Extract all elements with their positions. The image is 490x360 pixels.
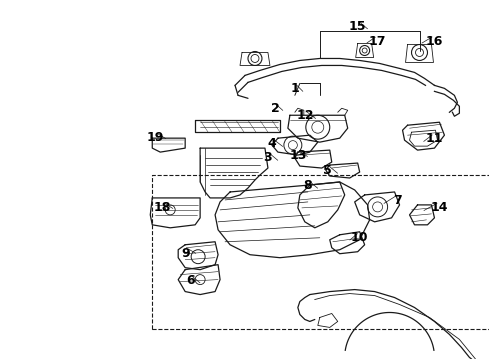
Text: 3: 3 — [264, 151, 272, 164]
Text: 14: 14 — [431, 201, 448, 214]
Text: 16: 16 — [426, 35, 443, 48]
Text: 2: 2 — [270, 102, 279, 115]
Text: 12: 12 — [296, 109, 314, 122]
Text: 4: 4 — [268, 137, 276, 150]
Bar — [152, 175, 490, 329]
Text: 11: 11 — [426, 132, 443, 145]
Text: 1: 1 — [291, 82, 299, 95]
Text: 10: 10 — [351, 231, 368, 244]
Text: 6: 6 — [186, 274, 195, 287]
Text: 17: 17 — [369, 35, 387, 48]
Text: 15: 15 — [349, 20, 367, 33]
Text: 7: 7 — [393, 194, 402, 207]
Text: 18: 18 — [153, 201, 171, 214]
Text: 8: 8 — [303, 179, 312, 192]
Text: 5: 5 — [323, 164, 332, 177]
Text: 19: 19 — [147, 131, 164, 144]
Text: 9: 9 — [182, 247, 191, 260]
Text: 13: 13 — [289, 149, 307, 162]
